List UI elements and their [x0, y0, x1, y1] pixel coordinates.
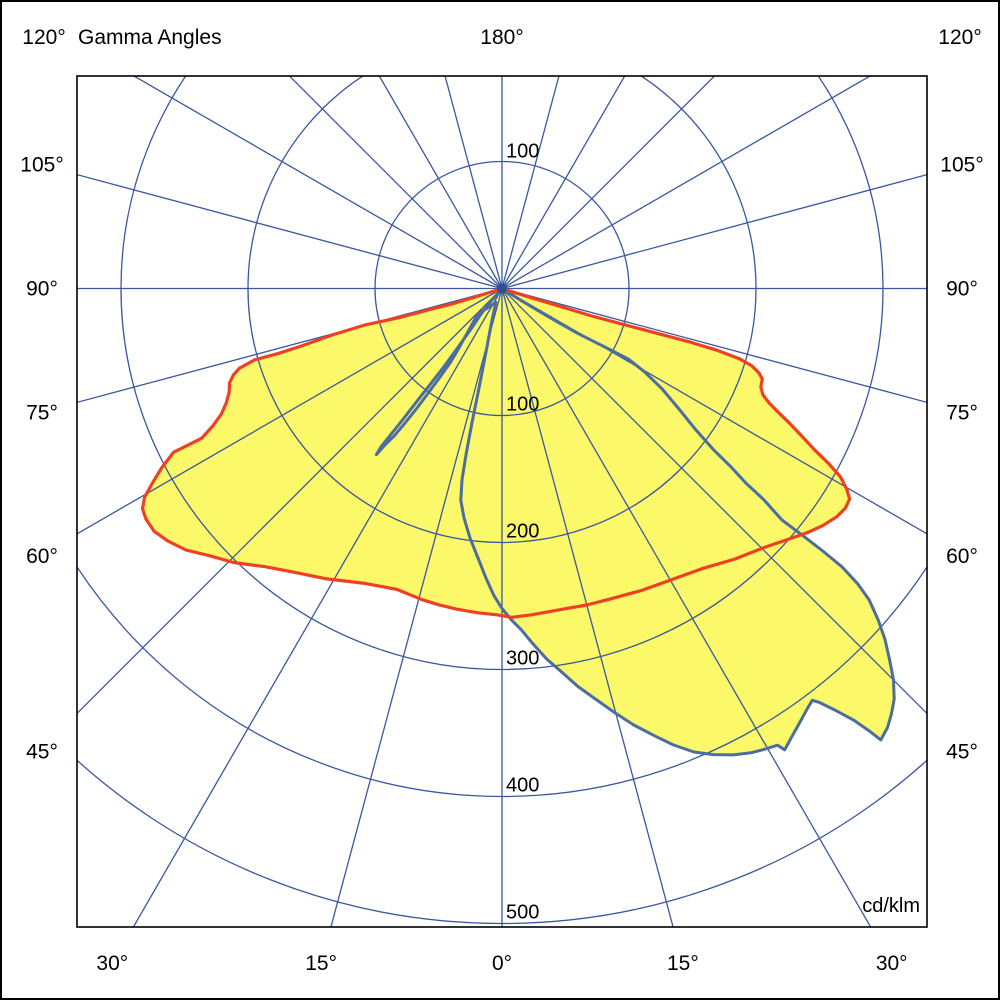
- grid-radial: [501, 76, 626, 289]
- grid-radial: [501, 173, 927, 290]
- grid-radial: [501, 76, 716, 289]
- grid-radial: [132, 288, 503, 927]
- gamma-label-top: 120°: [22, 26, 65, 49]
- ring-value-label: 300: [506, 648, 539, 670]
- gamma-label-top: 120°: [938, 26, 981, 49]
- blue-intensity-curve: [374, 287, 896, 757]
- gamma-label-right: 60°: [946, 545, 978, 568]
- grid-radial: [501, 287, 927, 404]
- gamma-label-bottom: 30°: [876, 952, 908, 975]
- grid-radial: [444, 76, 503, 289]
- gamma-label-right: 90°: [946, 278, 978, 301]
- gamma-label-bottom: 0°: [492, 952, 512, 975]
- gamma-label-top: 180°: [480, 26, 523, 49]
- gamma-label-bottom: 30°: [96, 952, 128, 975]
- ring-value-label: 200: [506, 521, 539, 543]
- gamma-label-right: 45°: [946, 741, 978, 764]
- gamma-label-left: 75°: [26, 402, 58, 425]
- gamma-label-right: 75°: [946, 402, 978, 425]
- ring-value-label: 100: [506, 141, 539, 163]
- gamma-label-left: 105°: [20, 153, 63, 176]
- grid-radial: [378, 76, 503, 289]
- gamma-label-left: 45°: [26, 741, 58, 764]
- gamma-label-right: 105°: [940, 153, 983, 176]
- grid-radial: [132, 76, 503, 290]
- intensity-fill-region: [142, 288, 895, 755]
- ring-value-label: 400: [506, 775, 539, 797]
- red-intensity-curve: [140, 286, 852, 619]
- grid-radial: [77, 287, 503, 535]
- gamma-label-bottom: 15°: [305, 952, 337, 975]
- grid-radial: [77, 173, 503, 290]
- unit-label: cd/klm: [862, 895, 920, 917]
- gamma-label-left: 90°: [26, 278, 58, 301]
- grid-radial: [501, 76, 560, 289]
- axis-labels: 100 100 200 300 400 500 120° 180° 120° 105° 105° 90…: [20, 26, 983, 975]
- grid-radial: [501, 76, 872, 290]
- gamma-label-left: 60°: [26, 545, 58, 568]
- grid-radial: [288, 76, 503, 289]
- grid-radial: [501, 288, 674, 927]
- plot-border: [76, 75, 928, 928]
- grid-radial: [501, 288, 872, 927]
- ring-value-label: 100: [506, 394, 539, 416]
- ring-value-label: 500: [506, 902, 539, 924]
- gamma-label-bottom: 15°: [667, 952, 699, 975]
- grid-radial: [77, 288, 503, 715]
- chart-title: Gamma Angles: [78, 26, 222, 49]
- grid-radial: [501, 288, 927, 715]
- grid-radial: [501, 287, 927, 535]
- grid-radial: [330, 288, 503, 927]
- pole-center-dot: [497, 283, 507, 294]
